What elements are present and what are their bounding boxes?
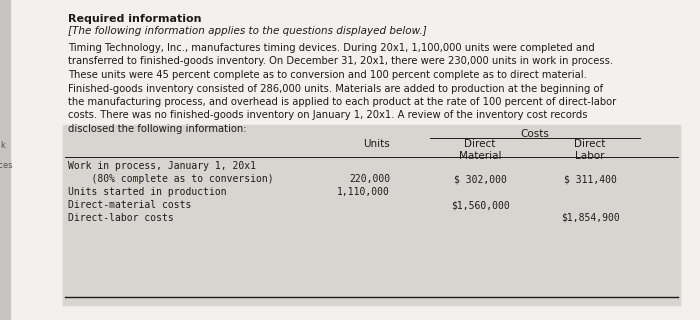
Text: the manufacturing process, and overhead is applied to each product at the rate o: the manufacturing process, and overhead … <box>68 97 616 107</box>
Text: Units: Units <box>363 139 390 149</box>
Text: Direct-labor costs: Direct-labor costs <box>68 213 174 223</box>
Bar <box>63 125 680 305</box>
Text: Required information: Required information <box>68 14 202 24</box>
Text: Units started in production: Units started in production <box>68 187 227 197</box>
Text: $1,560,000: $1,560,000 <box>451 200 510 210</box>
Text: [The following information applies to the questions displayed below.]: [The following information applies to th… <box>68 26 427 36</box>
Text: Direct
Material: Direct Material <box>458 139 501 161</box>
Text: Costs: Costs <box>521 129 550 139</box>
Text: k: k <box>1 140 6 149</box>
Text: $ 302,000: $ 302,000 <box>454 174 506 184</box>
Text: $1,854,900: $1,854,900 <box>561 213 620 223</box>
Text: 1,110,000: 1,110,000 <box>337 187 390 197</box>
Text: These units were 45 percent complete as to conversion and 100 percent complete a: These units were 45 percent complete as … <box>68 70 587 80</box>
Text: transferred to finished-goods inventory. On December 31, 20x1, there were 230,00: transferred to finished-goods inventory.… <box>68 57 613 67</box>
Bar <box>0 0 10 320</box>
Text: costs. There was no finished-goods inventory on January 1, 20x1. A review of the: costs. There was no finished-goods inven… <box>68 110 587 121</box>
Text: Work in process, January 1, 20x1: Work in process, January 1, 20x1 <box>68 161 256 171</box>
Text: $ 311,400: $ 311,400 <box>564 174 617 184</box>
Text: 220,000: 220,000 <box>349 174 390 184</box>
Text: Timing Technology, Inc., manufactures timing devices. During 20x1, 1,100,000 uni: Timing Technology, Inc., manufactures ti… <box>68 43 595 53</box>
Text: Direct
Labor: Direct Labor <box>574 139 606 161</box>
Text: Finished-goods inventory consisted of 286,000 units. Materials are added to prod: Finished-goods inventory consisted of 28… <box>68 84 603 93</box>
Text: (80% complete as to conversion): (80% complete as to conversion) <box>68 174 274 184</box>
Text: nces: nces <box>0 161 13 170</box>
Text: Direct-material costs: Direct-material costs <box>68 200 191 210</box>
Text: disclosed the following information:: disclosed the following information: <box>68 124 246 134</box>
